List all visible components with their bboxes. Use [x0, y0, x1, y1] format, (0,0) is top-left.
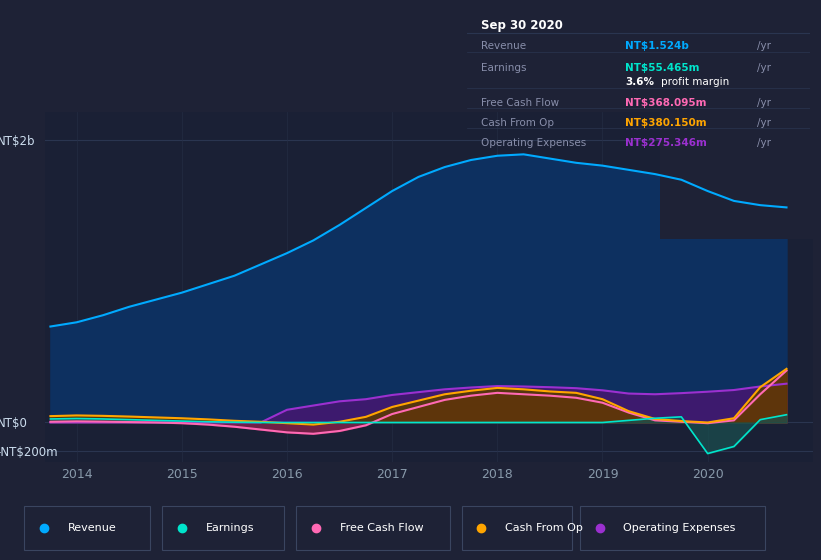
Text: /yr: /yr: [757, 41, 771, 51]
Text: Cash From Op: Cash From Op: [505, 523, 583, 533]
Text: Operating Expenses: Operating Expenses: [481, 138, 586, 147]
Text: /yr: /yr: [757, 63, 771, 73]
Text: 3.6%: 3.6%: [625, 77, 654, 87]
Text: Free Cash Flow: Free Cash Flow: [481, 98, 559, 108]
Text: Sep 30 2020: Sep 30 2020: [481, 20, 562, 32]
Text: NT$55.465m: NT$55.465m: [625, 63, 699, 73]
Text: Revenue: Revenue: [67, 523, 117, 533]
Text: profit margin: profit margin: [661, 77, 729, 87]
Text: NT$368.095m: NT$368.095m: [625, 98, 707, 108]
Text: Earnings: Earnings: [205, 523, 254, 533]
Text: Earnings: Earnings: [481, 63, 526, 73]
Text: /yr: /yr: [757, 98, 771, 108]
Text: /yr: /yr: [757, 118, 771, 128]
Text: /yr: /yr: [757, 138, 771, 147]
Text: Revenue: Revenue: [481, 41, 526, 51]
Text: Free Cash Flow: Free Cash Flow: [340, 523, 423, 533]
Text: NT$275.346m: NT$275.346m: [625, 138, 707, 147]
Text: Operating Expenses: Operating Expenses: [623, 523, 736, 533]
Text: NT$380.150m: NT$380.150m: [625, 118, 707, 128]
Text: Cash From Op: Cash From Op: [481, 118, 554, 128]
Text: NT$1.524b: NT$1.524b: [625, 41, 689, 51]
Bar: [660, 112, 813, 239]
